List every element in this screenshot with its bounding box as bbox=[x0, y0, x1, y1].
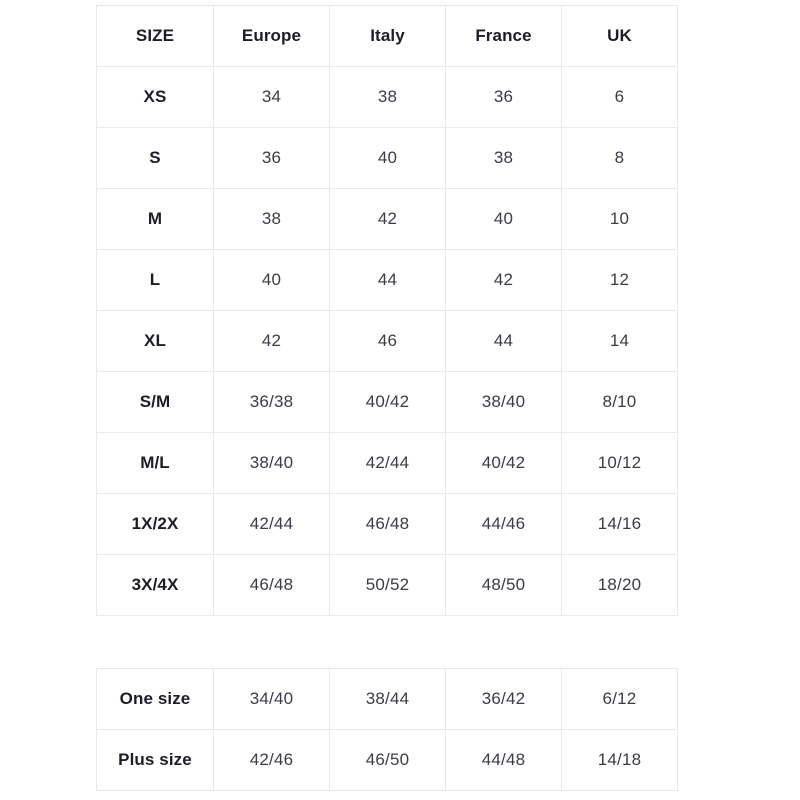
cell-france: 44/48 bbox=[445, 729, 562, 791]
cell-europe: 38 bbox=[213, 188, 330, 250]
row-label: XS bbox=[96, 66, 214, 128]
cell-europe: 34/40 bbox=[213, 668, 330, 730]
cell-europe: 36/38 bbox=[213, 371, 330, 433]
table-row: Plus size 42/46 46/50 44/48 14/18 bbox=[96, 729, 678, 791]
table-body: One size 34/40 38/44 36/42 6/12 Plus siz… bbox=[96, 668, 678, 791]
cell-europe: 36 bbox=[213, 127, 330, 189]
cell-france: 38/40 bbox=[445, 371, 562, 433]
cell-europe: 38/40 bbox=[213, 432, 330, 494]
table-header-row: SIZE Europe Italy France UK bbox=[96, 5, 678, 67]
column-header-europe: Europe bbox=[213, 5, 330, 67]
row-label: M bbox=[96, 188, 214, 250]
table-body: XS 34 38 36 6 S 36 40 38 8 M 38 42 40 10 bbox=[96, 66, 678, 616]
cell-italy: 42/44 bbox=[329, 432, 446, 494]
cell-europe: 42 bbox=[213, 310, 330, 372]
cell-italy: 50/52 bbox=[329, 554, 446, 616]
cell-italy: 46 bbox=[329, 310, 446, 372]
cell-uk: 18/20 bbox=[561, 554, 678, 616]
cell-uk: 8/10 bbox=[561, 371, 678, 433]
column-header-france: France bbox=[445, 5, 562, 67]
cell-france: 44 bbox=[445, 310, 562, 372]
cell-europe: 40 bbox=[213, 249, 330, 311]
row-label: One size bbox=[96, 668, 214, 730]
cell-italy: 38 bbox=[329, 66, 446, 128]
cell-italy: 44 bbox=[329, 249, 446, 311]
cell-uk: 14/18 bbox=[561, 729, 678, 791]
column-header-italy: Italy bbox=[329, 5, 446, 67]
table-row: XS 34 38 36 6 bbox=[96, 66, 678, 128]
cell-uk: 12 bbox=[561, 249, 678, 311]
cell-uk: 6 bbox=[561, 66, 678, 128]
row-label: 1X/2X bbox=[96, 493, 214, 555]
cell-france: 40/42 bbox=[445, 432, 562, 494]
cell-italy: 42 bbox=[329, 188, 446, 250]
table-row: S/M 36/38 40/42 38/40 8/10 bbox=[96, 371, 678, 433]
table-row: M 38 42 40 10 bbox=[96, 188, 678, 250]
table-row: One size 34/40 38/44 36/42 6/12 bbox=[96, 668, 678, 730]
cell-uk: 10 bbox=[561, 188, 678, 250]
row-label: S/M bbox=[96, 371, 214, 433]
row-label: 3X/4X bbox=[96, 554, 214, 616]
cell-france: 40 bbox=[445, 188, 562, 250]
table-row: 3X/4X 46/48 50/52 48/50 18/20 bbox=[96, 554, 678, 616]
table-row: 1X/2X 42/44 46/48 44/46 14/16 bbox=[96, 493, 678, 555]
cell-europe: 46/48 bbox=[213, 554, 330, 616]
cell-italy: 40 bbox=[329, 127, 446, 189]
cell-france: 38 bbox=[445, 127, 562, 189]
table-header: SIZE Europe Italy France UK bbox=[96, 5, 678, 67]
cell-uk: 6/12 bbox=[561, 668, 678, 730]
cell-uk: 8 bbox=[561, 127, 678, 189]
column-header-size: SIZE bbox=[96, 5, 214, 67]
row-label: S bbox=[96, 127, 214, 189]
cell-france: 48/50 bbox=[445, 554, 562, 616]
size-conversion-table: SIZE Europe Italy France UK XS 34 38 36 … bbox=[96, 5, 678, 616]
column-header-uk: UK bbox=[561, 5, 678, 67]
cell-italy: 38/44 bbox=[329, 668, 446, 730]
row-label: L bbox=[96, 249, 214, 311]
cell-uk: 10/12 bbox=[561, 432, 678, 494]
table-row: M/L 38/40 42/44 40/42 10/12 bbox=[96, 432, 678, 494]
cell-italy: 46/50 bbox=[329, 729, 446, 791]
cell-uk: 14 bbox=[561, 310, 678, 372]
cell-europe: 34 bbox=[213, 66, 330, 128]
table-row: XL 42 46 44 14 bbox=[96, 310, 678, 372]
cell-france: 36/42 bbox=[445, 668, 562, 730]
cell-europe: 42/46 bbox=[213, 729, 330, 791]
one-size-conversion-table: One size 34/40 38/44 36/42 6/12 Plus siz… bbox=[96, 668, 678, 791]
row-label: M/L bbox=[96, 432, 214, 494]
cell-italy: 46/48 bbox=[329, 493, 446, 555]
cell-france: 42 bbox=[445, 249, 562, 311]
cell-uk: 14/16 bbox=[561, 493, 678, 555]
table-row: S 36 40 38 8 bbox=[96, 127, 678, 189]
row-label: XL bbox=[96, 310, 214, 372]
row-label: Plus size bbox=[96, 729, 214, 791]
cell-italy: 40/42 bbox=[329, 371, 446, 433]
table-row: L 40 44 42 12 bbox=[96, 249, 678, 311]
cell-europe: 42/44 bbox=[213, 493, 330, 555]
cell-france: 44/46 bbox=[445, 493, 562, 555]
cell-france: 36 bbox=[445, 66, 562, 128]
